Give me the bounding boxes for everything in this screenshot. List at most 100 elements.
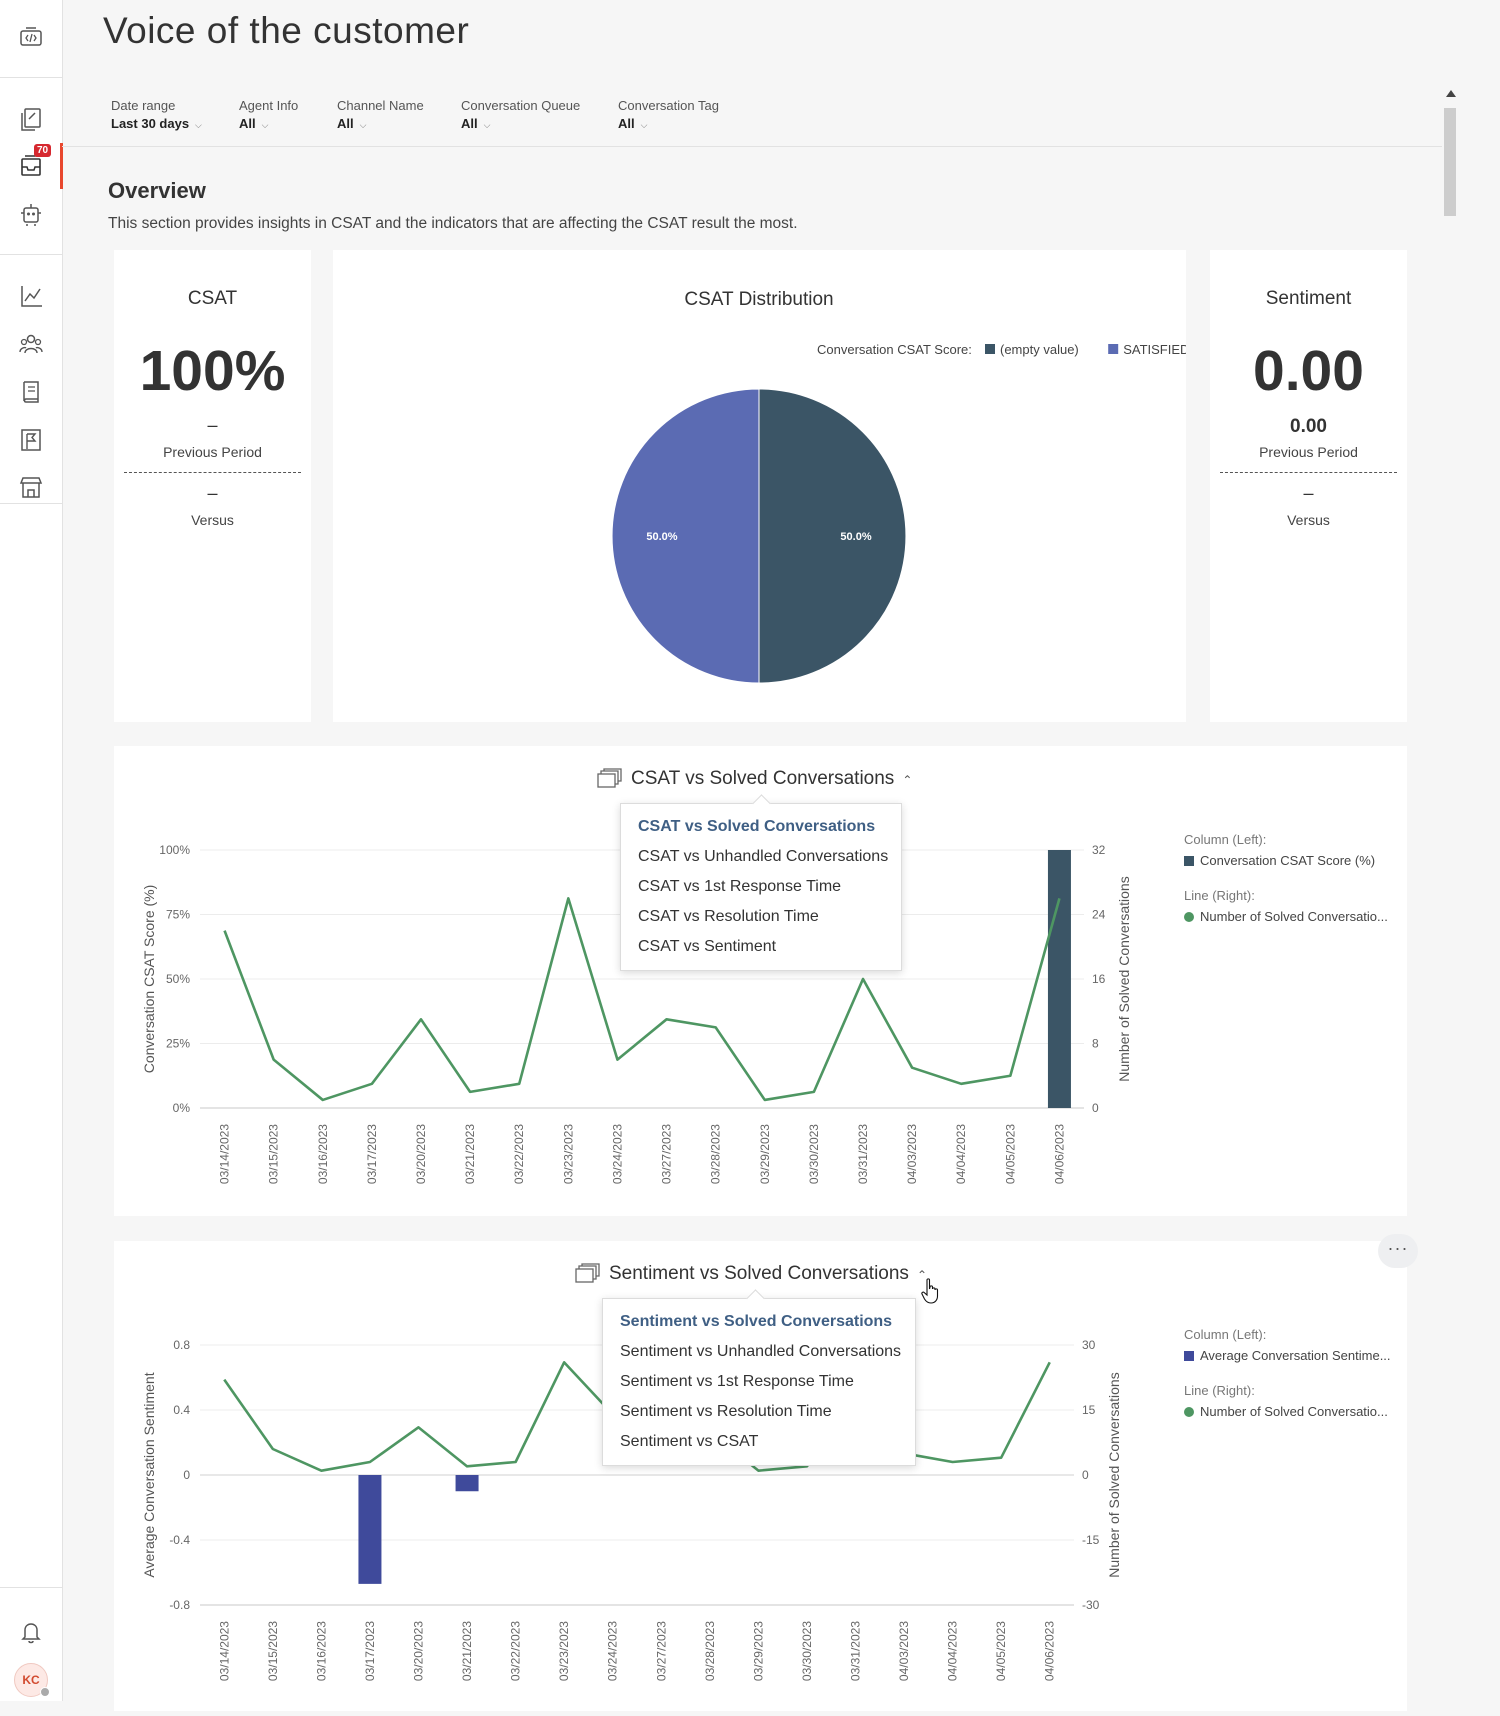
- menu-item[interactable]: CSAT vs Sentiment: [638, 938, 777, 955]
- y2-tick-label: 8: [1092, 1037, 1099, 1051]
- chart-switcher-sentiment[interactable]: Sentiment vs Solved Conversations ⌃: [575, 1263, 927, 1289]
- chart-switch-menu: Sentiment vs Solved Conversations Sentim…: [602, 1289, 916, 1466]
- scroll-up-arrow-icon[interactable]: [1446, 90, 1456, 97]
- legend-swatch: [985, 344, 995, 354]
- filter-conversation-queue[interactable]: Conversation Queue All ⌵: [461, 98, 580, 131]
- y2-axis-title: Number of Solved Conversations: [1116, 876, 1132, 1081]
- x-tick-label: 04/05/2023: [994, 1621, 1008, 1681]
- x-tick-label: 03/29/2023: [758, 1124, 772, 1184]
- menu-item[interactable]: Sentiment vs 1st Response Time: [620, 1373, 854, 1390]
- people-icon[interactable]: [16, 329, 46, 359]
- chart-title: CSAT vs Solved Conversations: [631, 768, 895, 789]
- section-title: Overview: [108, 178, 206, 203]
- menu-item[interactable]: CSAT vs Solved Conversations: [638, 818, 876, 835]
- menu-item[interactable]: Sentiment vs Solved Conversations: [620, 1313, 893, 1330]
- store-icon[interactable]: [16, 472, 46, 502]
- legend-label: Number of Solved Conversatio...: [1200, 909, 1388, 924]
- menu-item[interactable]: Sentiment vs Unhandled Conversations: [620, 1343, 902, 1360]
- menu-item[interactable]: CSAT vs Resolution Time: [638, 908, 819, 925]
- filter-value: All: [337, 116, 354, 131]
- previous-period-label: Previous Period: [1259, 444, 1358, 460]
- x-tick-label: 04/03/2023: [905, 1124, 919, 1184]
- menu-item[interactable]: Sentiment vs Resolution Time: [620, 1403, 832, 1420]
- x-tick-label: 03/16/2023: [314, 1621, 328, 1681]
- x-tick-label: 04/05/2023: [1003, 1124, 1017, 1184]
- x-tick-label: 03/30/2023: [800, 1621, 814, 1681]
- x-tick-label: 03/21/2023: [463, 1124, 477, 1184]
- x-tick-label: 03/28/2023: [703, 1621, 717, 1681]
- slice-label: 50.0%: [840, 531, 871, 543]
- copy-edit-icon[interactable]: [16, 104, 46, 134]
- bell-icon[interactable]: [16, 1616, 46, 1646]
- y-tick-label: 100%: [159, 843, 190, 857]
- legend-item[interactable]: Number of Solved Conversatio...: [1184, 1404, 1394, 1419]
- y-tick-label: 0.8: [173, 1338, 190, 1352]
- x-tick-label: 03/23/2023: [561, 1124, 575, 1184]
- chevron-down-icon: ⌵: [261, 120, 269, 130]
- avatar[interactable]: KC: [14, 1663, 48, 1697]
- filter-value: All: [239, 116, 256, 131]
- robot-icon[interactable]: [16, 199, 46, 229]
- scroll-thumb[interactable]: [1444, 108, 1456, 216]
- legend-item[interactable]: Average Conversation Sentime...: [1184, 1348, 1394, 1363]
- legend-header: Line (Right):: [1184, 1383, 1255, 1398]
- x-tick-label: 03/15/2023: [266, 1621, 280, 1681]
- legend-header: Line (Right):: [1184, 888, 1255, 903]
- divider: [1220, 472, 1397, 473]
- divider: [124, 472, 301, 473]
- book-icon[interactable]: [16, 377, 46, 407]
- filter-channel-name[interactable]: Channel Name All ⌵: [337, 98, 424, 131]
- menu-item[interactable]: CSAT vs 1st Response Time: [638, 878, 842, 895]
- code-box-icon[interactable]: [16, 22, 46, 52]
- chart-switch-icon: [597, 768, 623, 794]
- x-tick-label: 03/27/2023: [654, 1621, 668, 1681]
- legend-header: Column (Left):: [1184, 1327, 1267, 1342]
- filter-label: Agent Info: [239, 98, 299, 113]
- line-chart-icon[interactable]: [16, 281, 46, 311]
- kpi-title: Sentiment: [1265, 288, 1352, 309]
- chevron-down-icon: ⌵: [359, 120, 367, 130]
- previous-period-label: Previous Period: [163, 444, 262, 460]
- chevron-down-icon: ⌵: [483, 120, 491, 130]
- y-tick-label: 50%: [166, 972, 190, 986]
- chart-legend: Column (Left): Conversation CSAT Score (…: [1184, 832, 1394, 924]
- chart-switcher-csat[interactable]: CSAT vs Solved Conversations ⌃: [597, 768, 912, 794]
- y-tick-label: -0.8: [169, 1598, 190, 1612]
- x-tick-label: 03/21/2023: [460, 1621, 474, 1681]
- filter-conversation-tag[interactable]: Conversation Tag All ⌵: [618, 98, 719, 131]
- chart-legend: Column (Left): Average Conversation Sent…: [1184, 1327, 1394, 1419]
- filter-label: Date range: [111, 98, 176, 113]
- legend-swatch: [1184, 1351, 1194, 1361]
- versus-label: Versus: [1287, 512, 1330, 528]
- sentiment-card: Sentiment 0.00 0.00 Previous Period – Ve…: [1210, 250, 1407, 722]
- kpi-value: 0.00: [1253, 339, 1364, 403]
- y2-tick-label: 0: [1092, 1101, 1099, 1115]
- bar: [455, 1475, 479, 1492]
- legend-swatch: [1184, 856, 1194, 866]
- chevron-down-icon: ⌵: [195, 120, 202, 130]
- x-tick-label: 03/14/2023: [217, 1621, 231, 1681]
- flag-icon[interactable]: [16, 425, 46, 455]
- filter-value: All: [618, 116, 635, 131]
- legend-item[interactable]: Number of Solved Conversatio...: [1184, 909, 1394, 924]
- x-tick-label: 03/24/2023: [610, 1124, 624, 1184]
- scrollbar[interactable]: [1442, 86, 1458, 1701]
- more-options-button[interactable]: ···: [1378, 1234, 1418, 1268]
- legend-item[interactable]: Conversation CSAT Score (%): [1184, 853, 1394, 868]
- x-tick-label: 03/28/2023: [709, 1124, 723, 1184]
- section-description: This section provides insights in CSAT a…: [108, 215, 798, 232]
- filter-date-range[interactable]: Date range Last 30 days ⌵: [111, 98, 202, 131]
- hand-cursor-icon: [921, 1278, 939, 1309]
- legend-label: Conversation CSAT Score (%): [1200, 853, 1376, 868]
- chevron-up-icon: ⌃: [916, 1268, 927, 1282]
- x-tick-label: 03/15/2023: [267, 1124, 281, 1184]
- filter-agent-info[interactable]: Agent Info All ⌵: [239, 98, 298, 131]
- combo-chart: 0.8 30 0.4 15 0 0 -0.4 -15 -0.8 -30 03/14/2023 03/1…: [141, 1338, 1122, 1681]
- menu-item[interactable]: Sentiment vs CSAT: [620, 1433, 759, 1450]
- x-tick-label: 03/24/2023: [606, 1621, 620, 1681]
- chart-title: CSAT Distribution: [684, 289, 833, 310]
- chevron-up-icon: ⌃: [902, 773, 913, 787]
- menu-item[interactable]: CSAT vs Unhandled Conversations: [638, 848, 889, 865]
- chevron-down-icon: ⌵: [640, 120, 648, 130]
- kpi-title: CSAT: [187, 288, 238, 309]
